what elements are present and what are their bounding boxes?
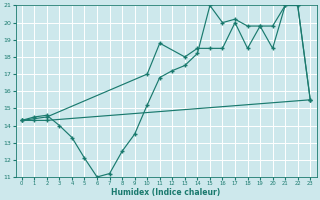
X-axis label: Humidex (Indice chaleur): Humidex (Indice chaleur) [111, 188, 221, 197]
